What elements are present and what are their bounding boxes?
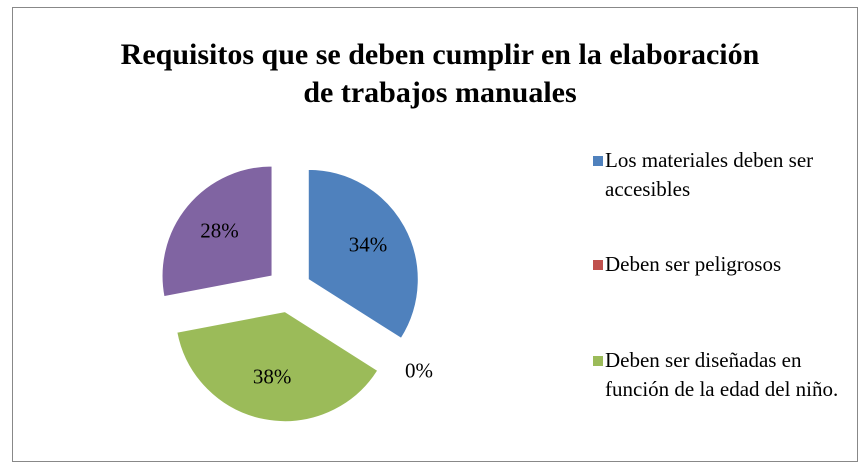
legend-swatch — [593, 356, 603, 366]
legend-label: Deben ser peligrosos — [605, 252, 782, 276]
chart-title: Requisitos que se deben cumplir en la el… — [120, 38, 760, 109]
data-label: 34% — [349, 232, 388, 256]
data-label: 0% — [405, 358, 433, 382]
legend-swatch — [593, 260, 603, 270]
chart-border — [12, 7, 858, 462]
data-label: 38% — [253, 364, 292, 388]
legend-swatch — [593, 156, 603, 166]
legend-label: Deben ser diseñadas en función de la eda… — [605, 348, 839, 401]
pie-slice — [161, 165, 273, 298]
legend-label: Los materiales deben ser accesibles — [605, 148, 814, 201]
pie-slice — [307, 168, 419, 340]
data-label: 28% — [200, 218, 239, 242]
pie-slice — [176, 311, 379, 423]
